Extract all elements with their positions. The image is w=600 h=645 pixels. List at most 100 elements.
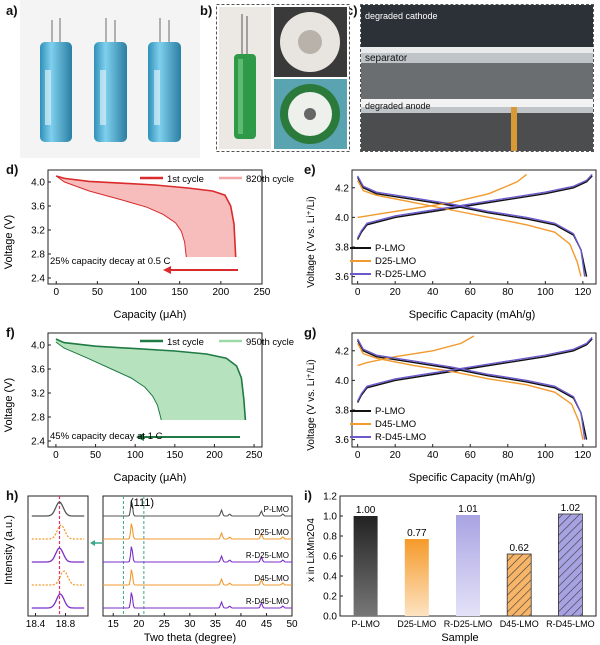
x-tick-label: 50 bbox=[90, 450, 102, 461]
photo-label-cathode: degraded cathode bbox=[365, 11, 438, 21]
xrd-sample-label: D45-LMO bbox=[254, 574, 289, 583]
chart-g-legend-1: P-LMO bbox=[375, 406, 405, 417]
x-tick-label: 100 bbox=[130, 287, 147, 298]
x-tick-label: 18.4 bbox=[26, 619, 46, 630]
chart-d-legend-2: 820th cycle bbox=[246, 174, 294, 185]
xrd-sample-label: D25-LMO bbox=[254, 528, 289, 537]
panel-label-i: i) bbox=[304, 488, 312, 503]
y-tick-label: 3.8 bbox=[335, 405, 349, 416]
battery-cell bbox=[94, 18, 127, 142]
bar-D25-LMO bbox=[404, 539, 429, 616]
x-tick-label: 45 bbox=[261, 619, 273, 630]
plot-frame bbox=[102, 495, 293, 617]
category-label: R-D25-LMO bbox=[444, 619, 493, 629]
chart-h-ylabel: Intensity (a.u.) bbox=[3, 515, 15, 585]
panel-label-c: c) bbox=[346, 3, 358, 18]
battery-cell bbox=[40, 18, 72, 142]
chart-i-bar-lithium-content: 0.0 0.2 0.4 0.6 0.8 1.0 1.2 1.00 P-LMO 0.77 D25-LM… bbox=[306, 492, 597, 644]
xrd-trace-D25-LMO bbox=[103, 523, 292, 540]
chart-e-ylabel: Voltage (V vs. Li⁺/Li) bbox=[306, 196, 317, 287]
y-tick-label: 2.8 bbox=[31, 250, 45, 261]
plot-frame bbox=[27, 495, 89, 617]
y-tick-label: 4.0 bbox=[335, 376, 349, 387]
series-line-R-D25-LMO-charge bbox=[356, 173, 593, 239]
category-label: D25-LMO bbox=[397, 619, 436, 629]
xrd-zoom-trace-R-D25-LMO bbox=[31, 547, 85, 563]
chart-d-legend-1: 1st cycle bbox=[167, 174, 204, 185]
series-line-1st-cycle bbox=[55, 175, 237, 258]
chart-e-legend-1: P-LMO bbox=[375, 243, 405, 254]
series-line-R-D25-LMO-discharge bbox=[356, 175, 586, 277]
xrd-sample-label: P-LMO bbox=[264, 505, 289, 514]
chart-g-legend-3: R-D45-LMO bbox=[375, 432, 426, 443]
y-tick-label: 3.6 bbox=[335, 272, 349, 283]
bar-R-D45-LMO bbox=[557, 513, 583, 617]
chart-d-xlabel: Capacity (μAh) bbox=[114, 309, 187, 321]
degraded-electrodes-photo: degraded cathode separator degraded anod… bbox=[360, 4, 594, 152]
x-tick-label: 60 bbox=[465, 287, 477, 298]
category-label: P-LMO bbox=[351, 619, 380, 629]
y-tick-label: 0.6 bbox=[323, 552, 337, 563]
x-tick-label: 100 bbox=[537, 287, 554, 298]
chart-g-legend-2: D45-LMO bbox=[375, 419, 416, 430]
chart-h-peak-label: (111) bbox=[130, 497, 154, 509]
chart-g-voltage-specific-capacity: 0 20 40 60 80 100 120 3.6 3.8 4.0 4.2 Specific Cap… bbox=[306, 332, 597, 484]
chart-e-legend-2: D25-LMO bbox=[375, 256, 416, 267]
chart-d-annotation: 25% capacity decay at 0.5 C bbox=[50, 256, 171, 267]
xrd-trace-D45-LMO bbox=[103, 569, 292, 586]
y-tick-label: 0.8 bbox=[323, 532, 337, 543]
y-tick-label: 4.0 bbox=[31, 178, 45, 189]
panel-label-e: e) bbox=[304, 162, 316, 177]
chart-f-legend-1: 1st cycle bbox=[167, 337, 204, 348]
xrd-zoom-trace-D25-LMO bbox=[31, 524, 85, 540]
bar-value-label: 1.02 bbox=[561, 503, 581, 514]
x-tick-label: 150 bbox=[171, 287, 188, 298]
x-tick-label: 0 bbox=[355, 287, 361, 298]
bar-value-label: 0.77 bbox=[407, 528, 427, 539]
series-line-D25-LMO-charge bbox=[357, 173, 528, 219]
x-tick-label: 50 bbox=[92, 287, 104, 298]
photo-label-anode: degraded anode bbox=[365, 101, 431, 111]
y-tick-label: 3.6 bbox=[335, 435, 349, 446]
chart-f-ylabel: Voltage (V) bbox=[3, 378, 15, 432]
panel-label-f: f) bbox=[6, 325, 15, 340]
xrd-sample-label: R-D25-LMO bbox=[246, 551, 289, 560]
chart-e-legend-3: R-D25-LMO bbox=[375, 269, 426, 280]
xrd-trace-R-D45-LMO bbox=[103, 592, 292, 609]
x-tick-label: 150 bbox=[166, 450, 183, 461]
series-line-P-LMO-charge bbox=[356, 175, 593, 240]
series-line-950th-cycle bbox=[55, 341, 162, 421]
bar-value-label: 1.01 bbox=[458, 504, 478, 515]
plot-frame bbox=[47, 332, 263, 448]
chart-f-voltage-capacity: 0 50 100 150 200 250 2.4 2.8 3.2 3.6 4.0 Capacity … bbox=[3, 332, 294, 484]
series-line-P-LMO-charge bbox=[356, 338, 593, 403]
y-tick-label: 0.2 bbox=[323, 592, 337, 603]
x-tick-label: 0 bbox=[355, 450, 361, 461]
cycle-fade-area bbox=[56, 176, 236, 257]
chart-i-xlabel: Sample bbox=[441, 632, 478, 644]
x-tick-label: 25 bbox=[159, 619, 171, 630]
xrd-zoom-trace-D45-LMO bbox=[31, 570, 85, 586]
x-tick-label: 40 bbox=[427, 450, 439, 461]
x-tick-label: 0 bbox=[53, 287, 59, 298]
disassembled-cell-photo bbox=[216, 4, 350, 152]
battery-cells-photo bbox=[20, 0, 200, 158]
x-tick-label: 20 bbox=[390, 287, 402, 298]
x-tick-label: 50 bbox=[286, 619, 298, 630]
y-tick-label: 3.2 bbox=[31, 389, 45, 400]
x-tick-label: 80 bbox=[502, 450, 514, 461]
bar-P-LMO bbox=[353, 516, 378, 616]
y-tick-label: 4.0 bbox=[31, 341, 45, 352]
cycle-fade-area bbox=[55, 339, 246, 420]
x-tick-label: 40 bbox=[427, 287, 439, 298]
x-tick-label: 60 bbox=[465, 450, 477, 461]
chart-h-xlabel: Two theta (degree) bbox=[144, 632, 236, 644]
chart-g-ylabel: Voltage (V vs. Li⁺/Li) bbox=[306, 359, 317, 450]
xrd-zoom-trace-P-LMO bbox=[31, 501, 85, 517]
chart-g-xlabel: Specific Capacity (mAh/g) bbox=[409, 472, 536, 484]
y-tick-label: 2.4 bbox=[31, 274, 45, 285]
panel-label-d: d) bbox=[6, 162, 19, 177]
plot-frame bbox=[351, 169, 597, 285]
y-tick-label: 3.6 bbox=[31, 202, 45, 213]
y-tick-label: 1.0 bbox=[323, 512, 337, 523]
